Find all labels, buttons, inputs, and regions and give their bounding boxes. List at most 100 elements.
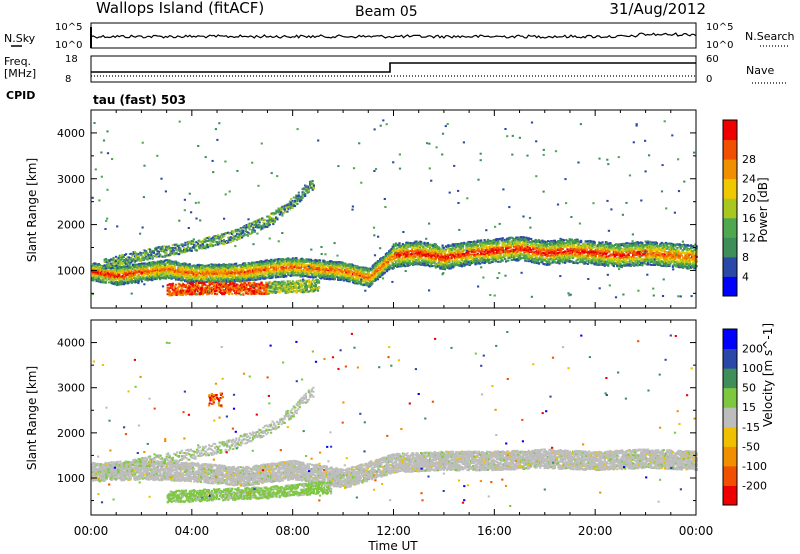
power-cell xyxy=(266,268,269,270)
power-cell xyxy=(204,269,207,272)
power-cell xyxy=(271,270,274,273)
power-cell xyxy=(184,278,187,281)
power-cell xyxy=(202,272,205,275)
power-cell xyxy=(201,278,204,281)
power-cell xyxy=(154,276,157,279)
power-cell xyxy=(164,259,167,262)
power-cell xyxy=(401,243,404,246)
power-cell xyxy=(295,261,298,264)
power-cell xyxy=(248,263,251,266)
power-cell xyxy=(190,280,193,283)
power-cell xyxy=(109,278,112,281)
power-cell xyxy=(273,268,276,271)
power-cell xyxy=(145,264,148,267)
power-cell xyxy=(266,262,269,265)
power-cell xyxy=(113,283,116,286)
power-cell xyxy=(154,266,157,269)
power-cell xyxy=(157,271,161,274)
power-cell xyxy=(108,274,111,277)
power-cell xyxy=(248,273,251,276)
power-cell xyxy=(178,271,181,273)
power-cell xyxy=(197,280,200,283)
power-cell xyxy=(161,265,164,268)
power-cell xyxy=(272,261,275,264)
power-cell xyxy=(131,280,134,283)
power-cell xyxy=(157,269,161,272)
power-cell xyxy=(283,268,286,271)
power-cell xyxy=(287,267,290,270)
power-cell xyxy=(96,264,99,267)
power-cell xyxy=(174,275,178,278)
power-cell xyxy=(122,278,125,281)
power-cell xyxy=(177,262,180,265)
power-cell xyxy=(266,269,269,272)
power-cell xyxy=(249,273,252,275)
power-cell xyxy=(178,269,181,271)
cpid-text: tau (fast) 503 xyxy=(93,93,186,107)
noise-right-tick-bottom: 10^0 xyxy=(706,40,733,51)
power-cell xyxy=(102,269,105,272)
power-cell xyxy=(236,276,239,279)
power-cell xyxy=(130,270,133,273)
power-cell xyxy=(241,277,245,280)
power-cell xyxy=(198,264,201,267)
power-cell xyxy=(101,279,104,281)
power-cell xyxy=(303,269,306,272)
power-cell xyxy=(187,270,190,273)
power-cell xyxy=(431,265,434,268)
power-cell xyxy=(95,278,98,281)
power-cell xyxy=(233,265,237,268)
power-cell xyxy=(146,271,149,273)
power-cell xyxy=(151,267,154,270)
power-cell xyxy=(177,269,180,272)
power-cell xyxy=(231,276,234,279)
power-cell xyxy=(219,264,222,267)
power-cell xyxy=(105,265,108,268)
power-cell xyxy=(299,275,302,278)
power-cell xyxy=(223,280,226,283)
power-cell xyxy=(304,266,307,269)
power-cell xyxy=(121,281,124,284)
power-cell xyxy=(160,276,163,279)
power-cell xyxy=(101,266,104,268)
power-cell xyxy=(92,263,95,265)
power-cell xyxy=(146,268,149,271)
power-cell xyxy=(292,263,296,266)
power-cell xyxy=(226,263,229,266)
power-cell xyxy=(114,267,117,270)
power-cell xyxy=(130,266,133,269)
power-cell xyxy=(142,267,145,270)
power-cell xyxy=(194,265,197,268)
power-cell xyxy=(130,278,133,281)
power-cell xyxy=(392,266,395,269)
power-cell xyxy=(113,278,116,281)
power-cell xyxy=(130,281,133,284)
power-cell xyxy=(476,244,479,247)
power-cell xyxy=(287,273,290,276)
power-cell xyxy=(199,266,203,269)
power-cell xyxy=(303,264,306,267)
power-cell xyxy=(299,269,302,272)
power-cell xyxy=(105,269,108,271)
power-cell xyxy=(244,278,247,281)
power-cell xyxy=(263,260,266,263)
power-cell xyxy=(127,282,130,285)
power-cell xyxy=(161,268,164,271)
power-cell xyxy=(201,264,204,267)
power-cell xyxy=(130,277,133,280)
power-cell xyxy=(105,278,108,281)
power-cell xyxy=(299,258,302,261)
power-cell xyxy=(252,278,255,281)
power-cell xyxy=(405,243,408,246)
power-cell xyxy=(204,272,207,275)
power-cell xyxy=(227,280,230,283)
power-cell xyxy=(92,272,95,275)
power-cell xyxy=(194,266,197,269)
power-cell xyxy=(316,262,319,265)
power-cell xyxy=(123,282,127,285)
power-cell xyxy=(303,259,306,262)
power-cell xyxy=(131,271,134,274)
power-cell xyxy=(220,269,223,272)
power-cell xyxy=(468,257,471,260)
